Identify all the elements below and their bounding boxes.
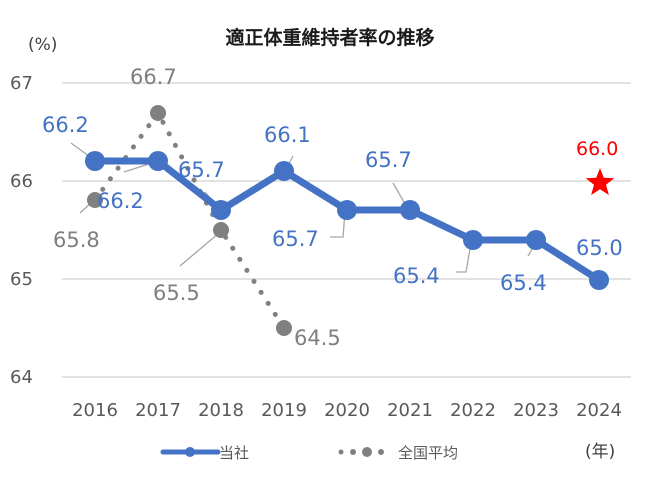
y-axis-unit: (%) [28,35,57,55]
svg-text:全国平均: 全国平均 [398,444,458,462]
svg-text:2024: 2024 [576,400,622,421]
svg-text:65.4: 65.4 [393,264,440,288]
svg-text:2016: 2016 [72,400,118,421]
svg-text:66.1: 66.1 [264,123,311,147]
svg-text:66.2: 66.2 [97,189,144,213]
svg-text:66.0: 66.0 [576,138,618,160]
svg-text:2022: 2022 [450,400,496,421]
label-leader-lines [70,142,538,273]
svg-text:2020: 2020 [324,400,370,421]
legend-item-national: 全国平均 [338,444,458,462]
svg-text:66.2: 66.2 [42,113,89,137]
legend: 当社 全国平均 [160,444,458,462]
svg-text:65.8: 65.8 [53,228,100,252]
svg-text:65.7: 65.7 [365,148,412,172]
svg-text:2018: 2018 [198,400,244,421]
svg-text:66: 66 [10,171,33,192]
company-series [85,151,609,290]
x-axis-unit: (年) [585,442,615,462]
target-star-annotation: 66.0 [576,138,618,195]
svg-text:65.0: 65.0 [576,236,623,260]
svg-text:65.7: 65.7 [272,227,319,251]
svg-text:66.7: 66.7 [130,65,177,89]
svg-text:67: 67 [10,73,33,94]
company-data-labels: 66.2 66.2 65.7 66.1 65.7 65.7 65.4 65.4 … [42,113,623,295]
svg-text:65.7: 65.7 [178,158,225,182]
national-average-series [87,105,292,336]
svg-text:2019: 2019 [261,400,307,421]
national-data-labels: 65.8 66.7 65.5 64.5 [53,65,341,350]
svg-text:64.5: 64.5 [294,326,341,350]
svg-text:2017: 2017 [135,400,181,421]
svg-text:2023: 2023 [513,400,559,421]
svg-text:65.4: 65.4 [500,271,547,295]
gridlines [62,82,631,378]
star-icon [585,168,615,195]
svg-text:65: 65 [10,269,33,290]
svg-text:当社: 当社 [219,444,249,462]
svg-text:64: 64 [10,367,33,388]
y-axis-ticks: 67 66 65 64 [10,73,33,388]
legend-item-company: 当社 [160,444,249,462]
chart-title: 適正体重維持者率の推移 [225,26,434,49]
svg-text:2021: 2021 [387,400,433,421]
svg-text:65.5: 65.5 [153,281,200,305]
x-axis-ticks: 2016 2017 2018 2019 2020 2021 2022 2023 … [72,400,622,421]
